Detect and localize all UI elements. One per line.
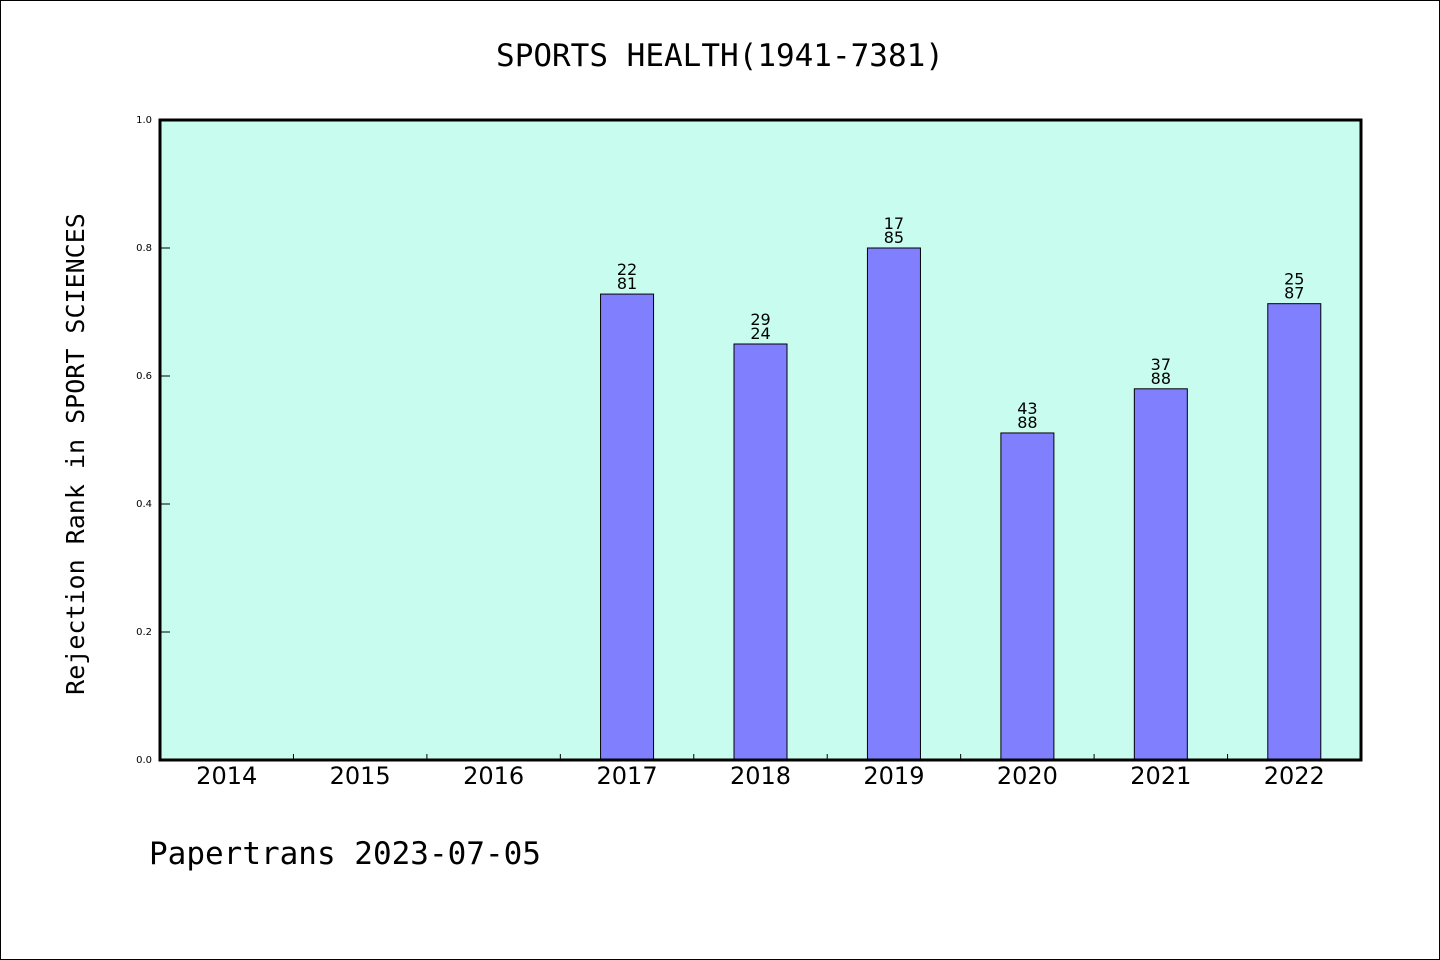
chart-title: SPORTS HEALTH(1941-7381) bbox=[496, 38, 944, 74]
bar-label-top: 29 bbox=[750, 310, 770, 329]
x-tick-label: 2019 bbox=[863, 762, 924, 790]
bar-2019 bbox=[866, 247, 921, 761]
bar-label-top: 37 bbox=[1151, 355, 1171, 374]
y-tick-label: 0.6 bbox=[136, 371, 152, 382]
bar-label-bottom: 87 bbox=[1284, 284, 1304, 303]
bar-label-top: 25 bbox=[1284, 270, 1304, 289]
bar-label-bottom: 81 bbox=[617, 274, 637, 293]
bar-label-bottom: 24 bbox=[750, 324, 770, 343]
y-tick-label: 0.0 bbox=[136, 755, 152, 766]
x-tick-label: 2020 bbox=[997, 762, 1058, 790]
x-tick-label: 2016 bbox=[463, 762, 524, 790]
y-axis-label: Rejection Rank in SPORT SCIENCES bbox=[61, 213, 90, 695]
bar-2022 bbox=[1267, 303, 1322, 761]
x-tick-label: 2021 bbox=[1130, 762, 1191, 790]
x-tick-label: 2017 bbox=[597, 762, 658, 790]
x-tick-label: 2018 bbox=[730, 762, 791, 790]
x-tick-label: 2015 bbox=[330, 762, 391, 790]
footer-text: Papertrans 2023-07-05 bbox=[149, 836, 541, 872]
bar-label-top: 17 bbox=[884, 214, 904, 233]
x-ticks-layer: 2014 2015 2016 2017 2018 2019 2020 2021 2022 bbox=[196, 754, 1325, 790]
plot-border bbox=[158, 118, 1363, 762]
y-ticks-layer: 0.0 0.2 0.4 0.6 0.8 1.0 bbox=[136, 115, 170, 766]
bar-label-bottom: 88 bbox=[1017, 413, 1037, 432]
y-tick-label: 0.2 bbox=[136, 627, 152, 638]
bar-label-top: 22 bbox=[617, 260, 637, 279]
bar-2020 bbox=[1000, 432, 1055, 761]
x-tick-label: 2014 bbox=[196, 762, 257, 790]
y-tick-label: 0.8 bbox=[136, 243, 152, 254]
bar-label-top: 43 bbox=[1017, 399, 1037, 418]
bar-2017 bbox=[600, 293, 655, 761]
bar-label-bottom: 85 bbox=[884, 228, 904, 247]
y-tick-label: 0.4 bbox=[136, 499, 152, 510]
y-tick-label: 1.0 bbox=[136, 115, 152, 126]
x-tick-label: 2022 bbox=[1264, 762, 1325, 790]
bar-2021 bbox=[1133, 388, 1188, 761]
bar-2018 bbox=[733, 343, 788, 761]
bar-label-bottom: 88 bbox=[1151, 369, 1171, 388]
